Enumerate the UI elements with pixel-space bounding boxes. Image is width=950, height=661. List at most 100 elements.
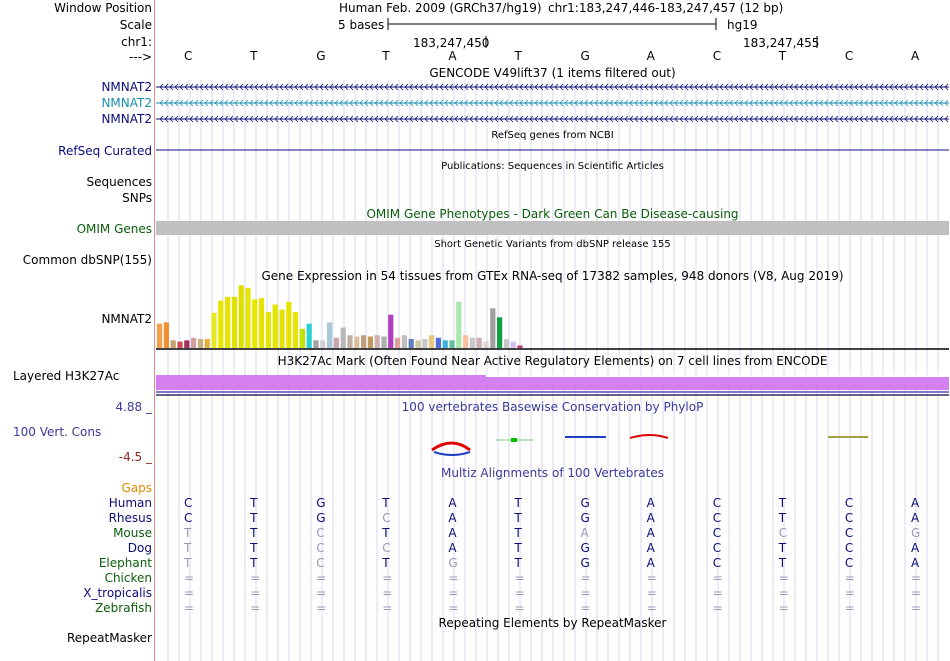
gtex-bar-24 bbox=[320, 340, 326, 348]
layered-h3k27ac-label[interactable]: Layered H3K27Ac bbox=[13, 369, 120, 383]
alignment-base-rhesus-0: C bbox=[184, 511, 193, 525]
gencode-title[interactable]: GENCODE V49lift37 (1 items filtered out) bbox=[429, 66, 676, 80]
gtex-bar-27 bbox=[340, 327, 346, 348]
gtex-bar-2 bbox=[170, 340, 176, 348]
alignment-base-dog-8: C bbox=[712, 541, 722, 555]
species-label-mouse: Mouse bbox=[113, 526, 152, 540]
alignment-base-elephant-2: C bbox=[316, 556, 325, 570]
gtex-bar-10 bbox=[225, 296, 231, 348]
alignment-base-dog-0: T bbox=[184, 541, 192, 555]
species-label-zebrafish: Zebrafish bbox=[95, 601, 152, 615]
alignment-base-human-3: T bbox=[382, 496, 390, 510]
alignment-base-x_tropicalis-11: = bbox=[910, 586, 922, 600]
gtex-bar-16 bbox=[265, 312, 271, 348]
alignment-base-zebrafish-5: = bbox=[514, 601, 525, 615]
gtex-bar-18 bbox=[279, 309, 285, 348]
refseq-title[interactable]: RefSeq genes from NCBI bbox=[491, 130, 614, 141]
alignment-base-dog-10: C bbox=[844, 541, 854, 555]
alignment-base-rhesus-3: C bbox=[382, 511, 391, 525]
alignment-base-human-5: T bbox=[514, 496, 522, 510]
gencode-transcript-label-1[interactable]: NMNAT2 bbox=[101, 96, 152, 110]
gtex-bar-44 bbox=[456, 301, 462, 348]
alignment-base-elephant-11: A bbox=[910, 556, 920, 570]
alignment-base-mouse-5: T bbox=[514, 526, 522, 540]
alignment-base-chicken-6: = bbox=[580, 571, 591, 585]
gtex-bar-19 bbox=[286, 301, 292, 348]
alignment-base-x_tropicalis-6: = bbox=[580, 586, 591, 600]
alignment-base-chicken-5: = bbox=[514, 571, 525, 585]
alignment-base-rhesus-4: A bbox=[448, 511, 457, 525]
alignment-base-zebrafish-11: = bbox=[910, 601, 922, 615]
base-2: G bbox=[316, 49, 326, 63]
alignment-base-rhesus-5: T bbox=[514, 511, 522, 525]
sequences-label[interactable]: Sequences bbox=[86, 175, 152, 189]
gtex-bar-23 bbox=[313, 340, 319, 348]
species-label-dog: Dog bbox=[127, 541, 152, 555]
gencode-strand-arrows-0 bbox=[159, 83, 949, 91]
alignment-base-elephant-9: T bbox=[778, 556, 787, 570]
publications-title[interactable]: Publications: Sequences in Scientific Ar… bbox=[441, 161, 664, 172]
alignment-base-mouse-4: A bbox=[448, 526, 457, 540]
gtex-bar-15 bbox=[259, 298, 265, 348]
alignment-base-mouse-1: T bbox=[250, 526, 258, 540]
dbsnp-title[interactable]: Short Genetic Variants from dbSNP releas… bbox=[434, 239, 671, 250]
gtex-bar-39 bbox=[422, 339, 428, 348]
base-1: T bbox=[250, 49, 258, 63]
alignment-base-human-11: A bbox=[910, 496, 920, 510]
alignment-base-x_tropicalis-10: = bbox=[844, 586, 855, 600]
alignment-base-elephant-8: C bbox=[712, 556, 722, 570]
gencode-transcript-label-0[interactable]: NMNAT2 bbox=[101, 80, 152, 94]
alignment-base-rhesus-11: A bbox=[910, 511, 920, 525]
h3k27ac-title[interactable]: H3K27Ac Mark (Often Found Near Active Re… bbox=[277, 354, 828, 368]
base-0: C bbox=[184, 49, 193, 63]
vert-cons-label[interactable]: 100 Vert. Cons bbox=[13, 425, 102, 439]
gtex-gene-label[interactable]: NMNAT2 bbox=[101, 312, 152, 326]
alignment-base-zebrafish-8: = bbox=[712, 601, 723, 615]
alignment-base-zebrafish-6: = bbox=[580, 601, 591, 615]
alignment-base-dog-6: G bbox=[580, 541, 590, 555]
alignment-base-chicken-8: = bbox=[712, 571, 723, 585]
gtex-bar-20 bbox=[293, 312, 299, 348]
alignment-base-elephant-3: T bbox=[382, 556, 390, 570]
gtex-bar-4 bbox=[184, 340, 190, 348]
gtex-bar-35 bbox=[395, 337, 401, 348]
alignment-base-human-10: C bbox=[844, 496, 854, 510]
gencode-transcript-label-2[interactable]: NMNAT2 bbox=[101, 112, 152, 126]
species-label-chicken: Chicken bbox=[104, 571, 152, 585]
gtex-title[interactable]: Gene Expression in 54 tissues from GTEx … bbox=[261, 269, 844, 283]
gtex-bar-43 bbox=[449, 340, 455, 348]
gtex-bar-32 bbox=[374, 335, 380, 348]
alignment-base-mouse-6: A bbox=[580, 526, 589, 540]
gtex-bar-34 bbox=[388, 314, 394, 348]
refseq-curated-label[interactable]: RefSeq Curated bbox=[58, 144, 152, 158]
gtex-bar-13 bbox=[245, 287, 251, 348]
coordinate-2: 183,247,455 bbox=[743, 36, 820, 50]
gtex-bar-48 bbox=[483, 341, 489, 348]
alignment-base-elephant-0: T bbox=[184, 556, 192, 570]
phylop-max-label: 4.88 _ bbox=[115, 400, 152, 414]
alignment-base-zebrafish-0: = bbox=[184, 601, 195, 615]
alignment-base-human-1: T bbox=[250, 496, 258, 510]
alignment-base-mouse-7: A bbox=[646, 526, 655, 540]
gtex-bar-53 bbox=[517, 345, 523, 348]
repeatmasker-label[interactable]: RepeatMasker bbox=[66, 631, 152, 645]
alignment-base-mouse-0: T bbox=[184, 526, 192, 540]
gtex-bar-26 bbox=[333, 337, 339, 348]
omim-title[interactable]: OMIM Gene Phenotypes - Dark Green Can Be… bbox=[366, 207, 739, 221]
base-6: G bbox=[580, 49, 590, 63]
snps-label[interactable]: SNPs bbox=[122, 191, 152, 205]
omim-genes-label[interactable]: OMIM Genes bbox=[76, 222, 152, 236]
position-text: chr1:183,247,446-183,247,457 (12 bp) bbox=[548, 1, 784, 15]
common-dbsnp-label[interactable]: Common dbSNP(155) bbox=[22, 253, 152, 267]
repeatmasker-title[interactable]: Repeating Elements by RepeatMasker bbox=[438, 616, 667, 630]
scale-text: 5 bases bbox=[338, 18, 385, 32]
alignment-base-rhesus-8: C bbox=[712, 511, 722, 525]
alignment-base-x_tropicalis-5: = bbox=[514, 586, 525, 600]
alignment-base-chicken-9: = bbox=[778, 571, 789, 585]
gtex-bar-1 bbox=[163, 322, 169, 348]
gtex-bar-11 bbox=[231, 296, 237, 348]
alignment-base-dog-3: C bbox=[382, 541, 391, 555]
phylop-title[interactable]: 100 vertebrates Basewise Conservation by… bbox=[401, 400, 704, 414]
multiz-title[interactable]: Multiz Alignments of 100 Vertebrates bbox=[440, 466, 665, 480]
